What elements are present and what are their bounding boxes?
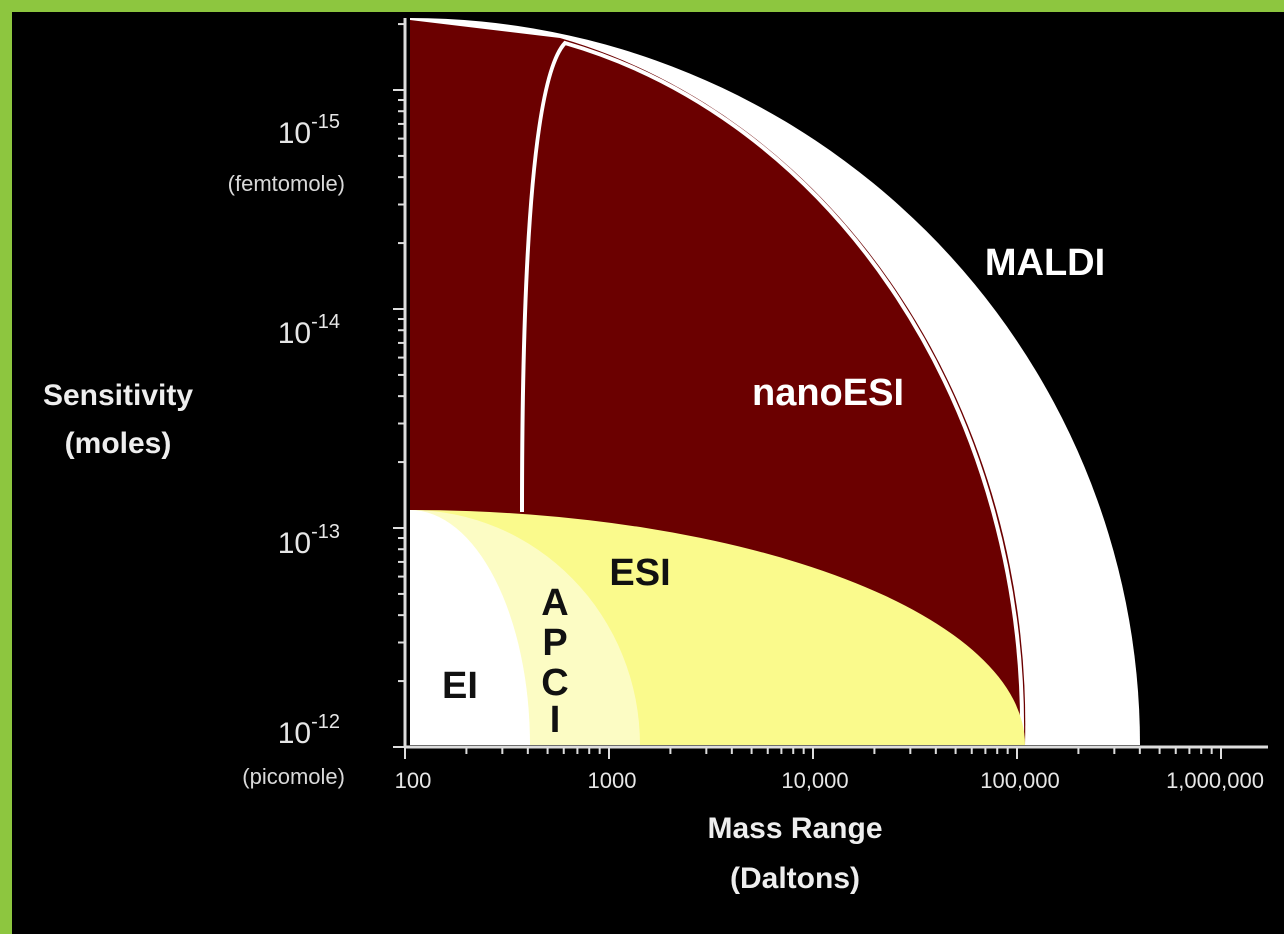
x-tick-label: 1000 — [588, 768, 637, 793]
apci-label: P — [542, 622, 567, 664]
x-title: (Daltons) — [730, 862, 860, 895]
apci-label: C — [541, 662, 568, 704]
y-title: (moles) — [65, 427, 172, 460]
x-tick-label: 1,000,000 — [1166, 768, 1264, 793]
x-tick-label: 10,000 — [781, 768, 848, 793]
y-tick-label: 10-15 — [278, 111, 340, 150]
y-tick-label: 10-13 — [278, 521, 340, 560]
y-title: Sensitivity — [43, 379, 193, 412]
esi-label: ESI — [609, 552, 670, 594]
nanoesi-label: nanoESI — [752, 372, 904, 414]
apci-label: A — [541, 582, 568, 624]
x-tick-label: 100,000 — [980, 768, 1060, 793]
apci-label: I — [550, 699, 561, 741]
x-title: Mass Range — [707, 812, 882, 845]
y-tick-label: 10-14 — [278, 311, 340, 350]
x-tick-label: 100 — [395, 768, 432, 793]
y-tick-label: 10-12 — [278, 711, 340, 750]
nanoesi-boundary — [520, 40, 1025, 741]
y-tick-note: (femtomole) — [228, 171, 345, 196]
y-tick-note: (picomole) — [242, 764, 345, 789]
maldi-label: MALDI — [985, 242, 1105, 284]
ei-region — [410, 510, 530, 745]
ei-label: EI — [442, 665, 478, 707]
axis-ticks — [393, 23, 1222, 759]
